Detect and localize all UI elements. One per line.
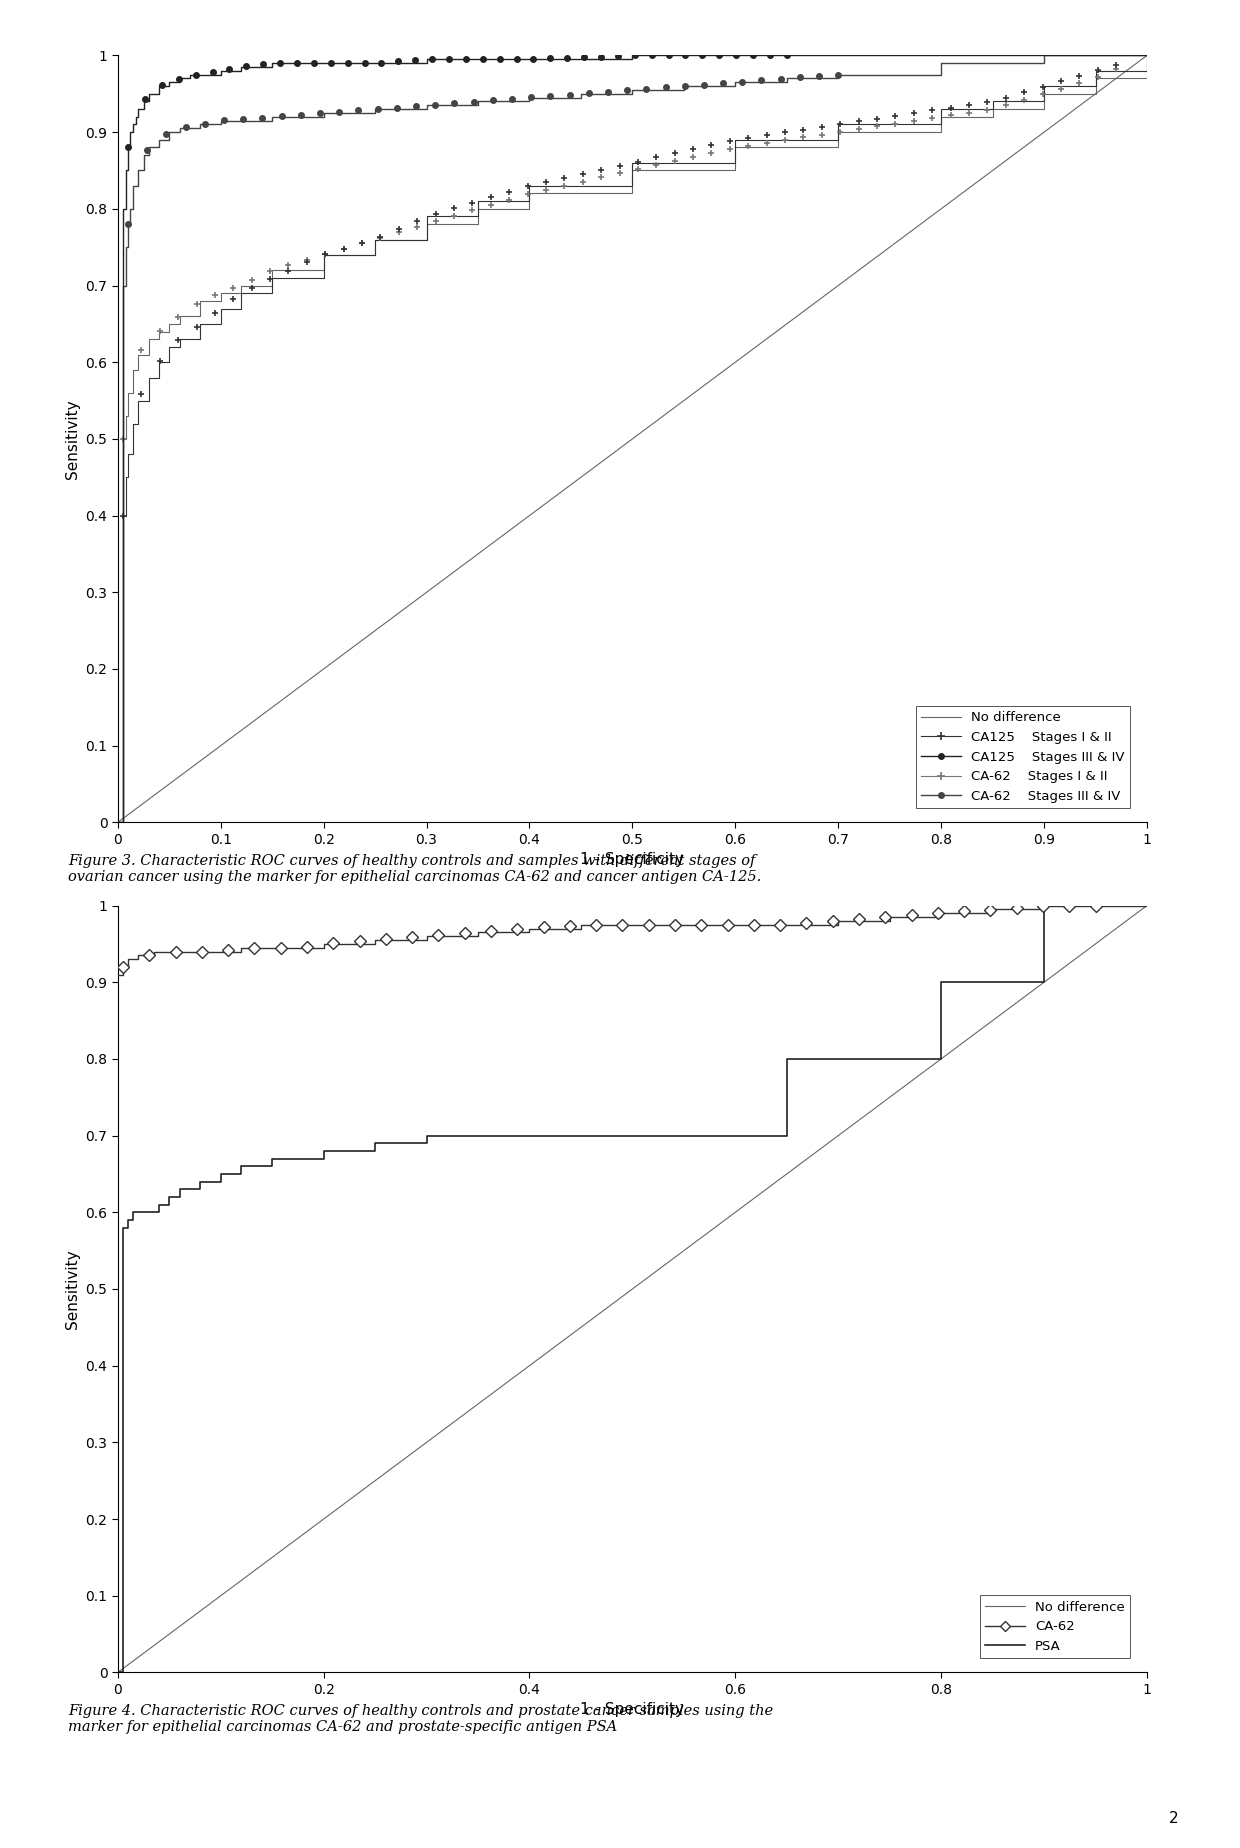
X-axis label: 1 - Specificity: 1 - Specificity bbox=[580, 852, 684, 867]
Legend: No difference, CA125    Stages I & II, CA125    Stages III & IV, CA-62    Stages: No difference, CA125 Stages I & II, CA12… bbox=[916, 706, 1130, 808]
X-axis label: 1 - Specificity: 1 - Specificity bbox=[580, 1702, 684, 1717]
Text: Figure 3. Characteristic ROC curves of healthy controls and samples with differe: Figure 3. Characteristic ROC curves of h… bbox=[68, 854, 761, 883]
Text: 2: 2 bbox=[1168, 1811, 1178, 1826]
Y-axis label: Sensitivity: Sensitivity bbox=[64, 1249, 79, 1329]
Legend: No difference, CA-62, PSA: No difference, CA-62, PSA bbox=[980, 1595, 1130, 1658]
Y-axis label: Sensitivity: Sensitivity bbox=[64, 399, 79, 479]
Text: Figure 4. Characteristic ROC curves of healthy controls and prostate cancer samp: Figure 4. Characteristic ROC curves of h… bbox=[68, 1704, 774, 1733]
